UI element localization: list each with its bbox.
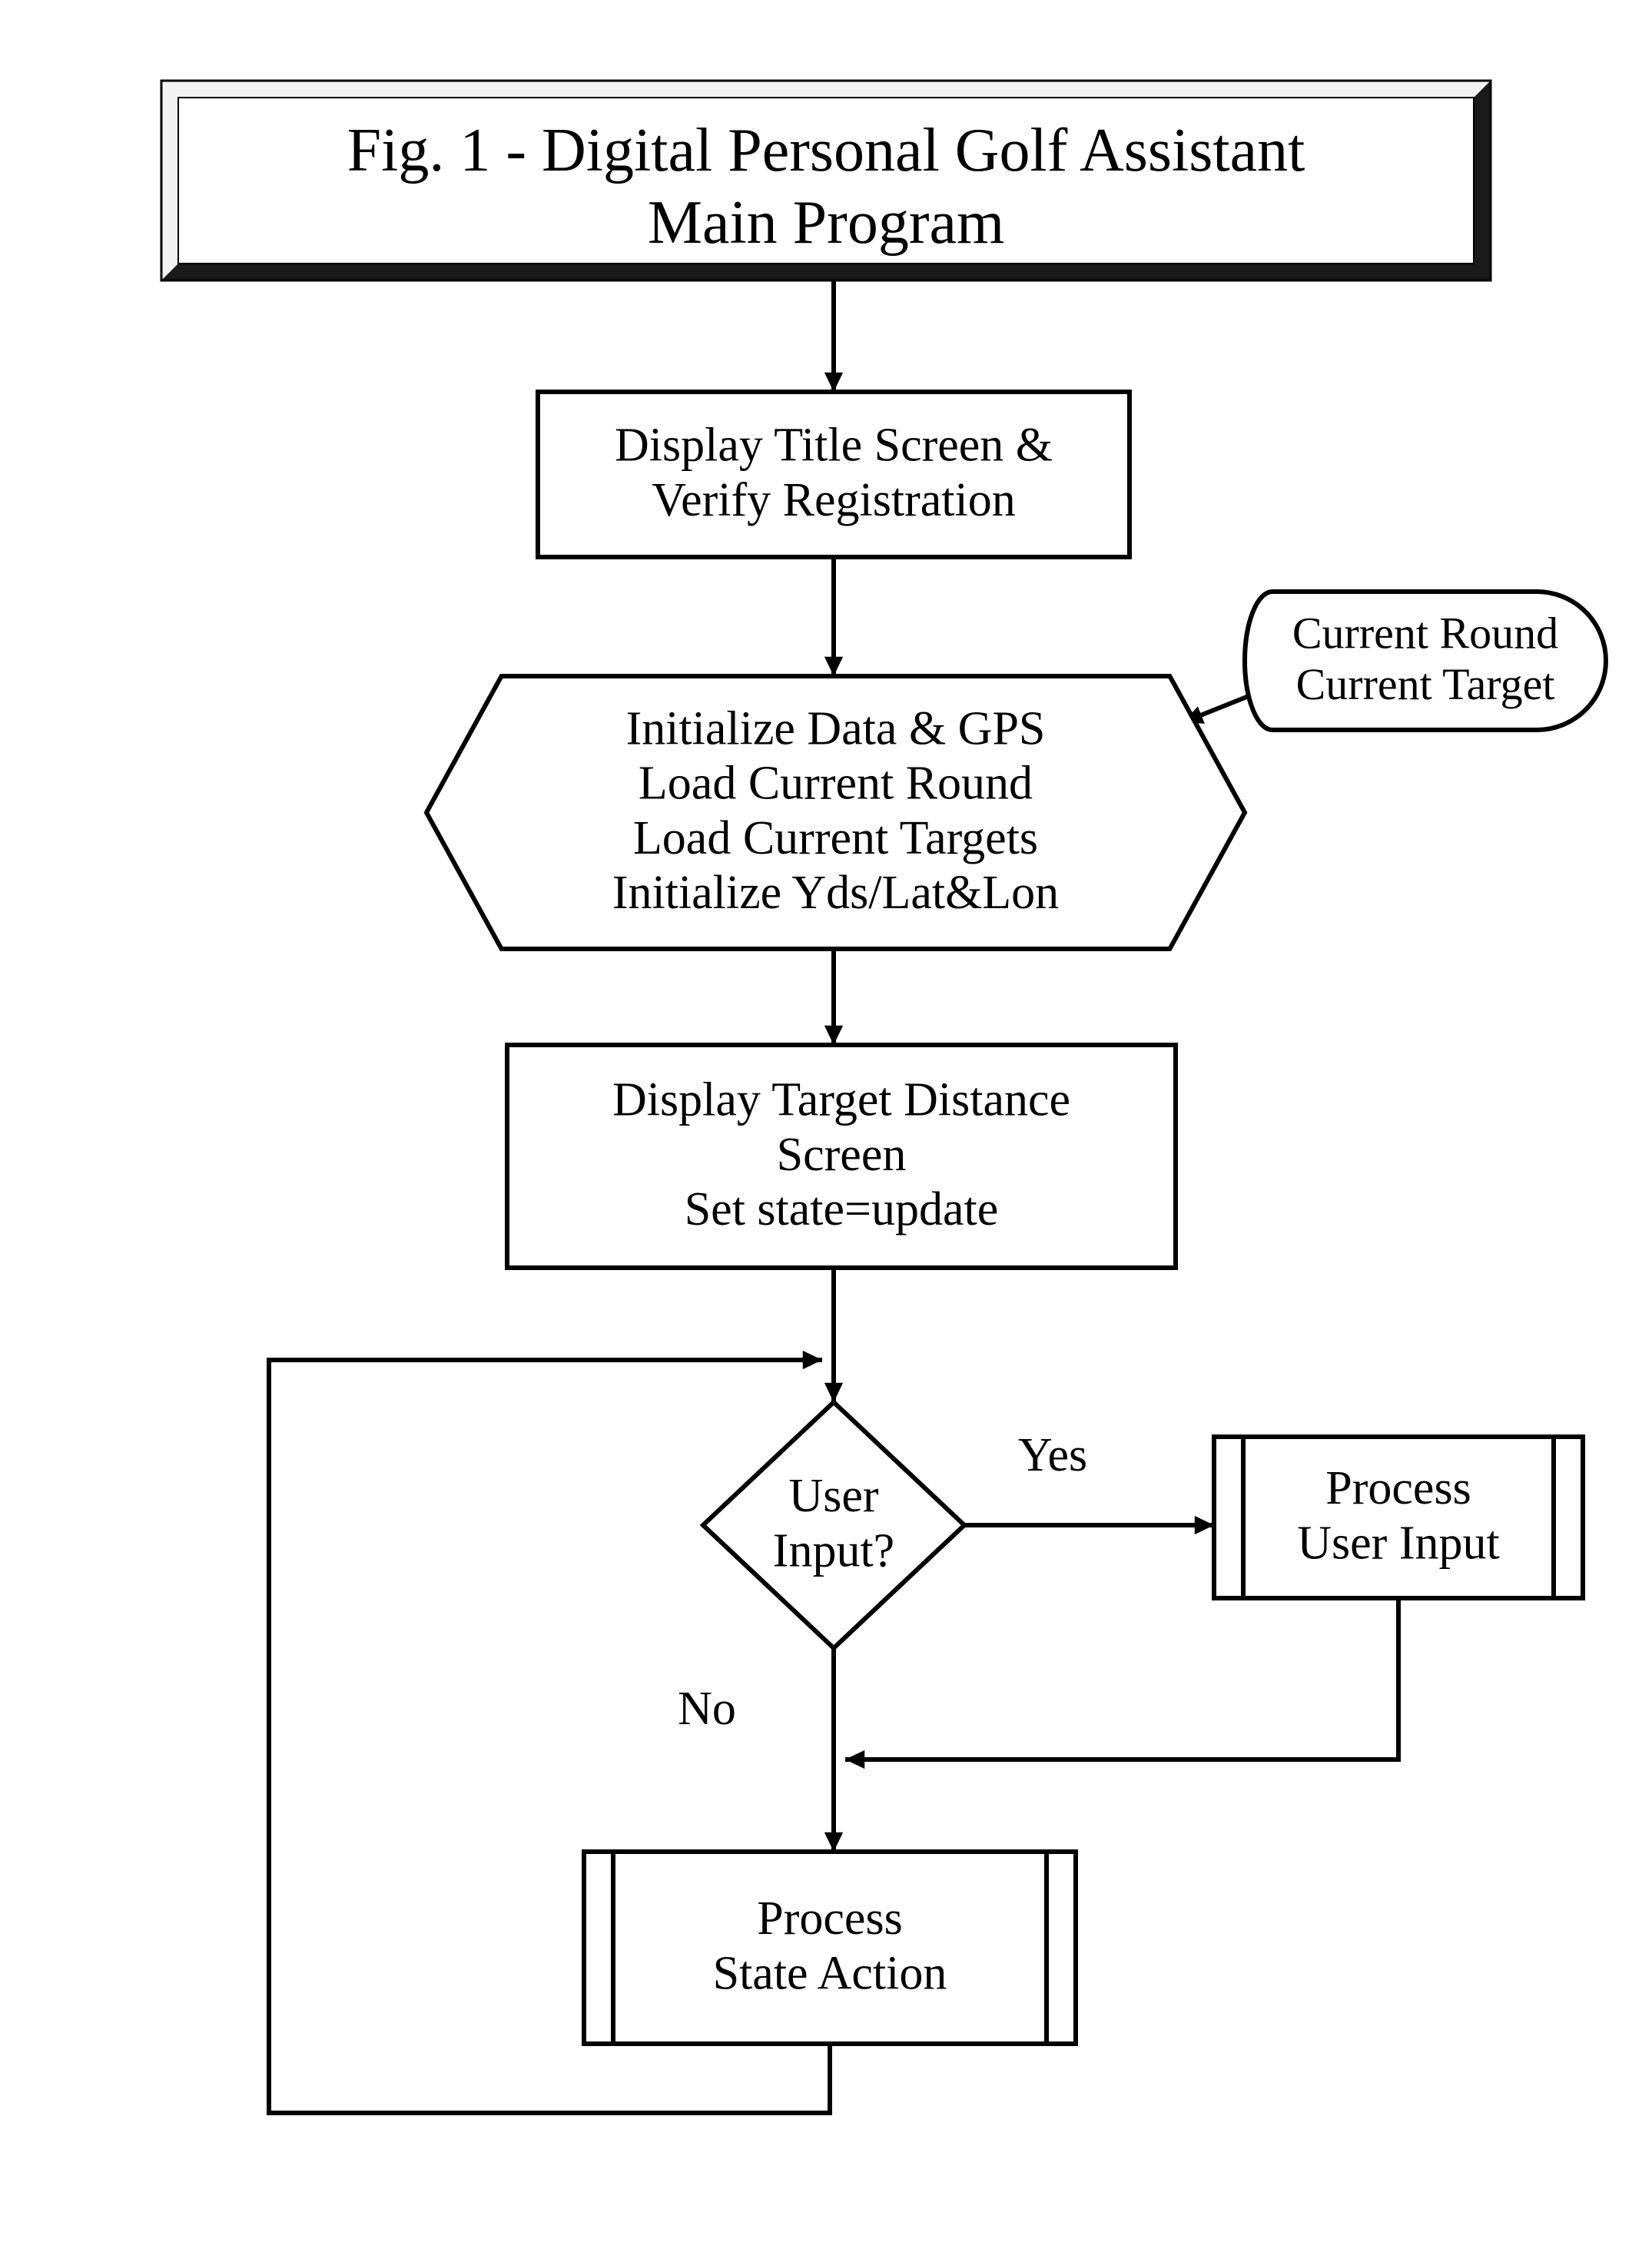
node-data-io: Current RoundCurrent Target [1245,592,1606,730]
svg-text:Current Target: Current Target [1296,659,1555,709]
edge-label-no: No [678,1683,736,1735]
node-process-state: ProcessState Action [584,1852,1076,2044]
svg-text:Screen: Screen [777,1129,907,1181]
svg-text:User Input: User Input [1297,1517,1499,1569]
svg-text:Initialize Data & GPS: Initialize Data & GPS [626,702,1046,755]
node-display-title: Display Title Screen &Verify Registratio… [538,392,1130,557]
title-line-2: Main Program [648,189,1004,257]
svg-text:User: User [788,1470,878,1522]
svg-text:Initialize Yds/Lat&Lon: Initialize Yds/Lat&Lon [612,867,1059,919]
svg-text:Display Title Screen &: Display Title Screen & [615,420,1053,472]
svg-text:Load Current Targets: Load Current Targets [633,812,1038,864]
svg-text:Verify Registration: Verify Registration [652,474,1016,526]
svg-text:State Action: State Action [713,1947,947,1999]
node-display-target: Display Target DistanceScreenSet state=u… [507,1045,1176,1268]
svg-text:Load Current Round: Load Current Round [639,758,1033,810]
svg-text:Process: Process [757,1892,902,1945]
node-initialize: Initialize Data & GPSLoad Current RoundL… [426,676,1245,949]
edge-label-yes: Yes [1018,1429,1087,1481]
svg-text:Display Target Distance: Display Target Distance [612,1073,1070,1126]
svg-text:Set state=update: Set state=update [685,1183,999,1235]
svg-text:Input?: Input? [773,1524,894,1577]
node-process-input: ProcessUser Input [1214,1437,1583,1598]
svg-text:Process: Process [1325,1462,1471,1514]
svg-text:Current Round: Current Round [1292,608,1558,658]
title-box: Fig. 1 - Digital Personal Golf Assistant… [161,81,1491,280]
title-line-1: Fig. 1 - Digital Personal Golf Assistant [347,117,1305,184]
